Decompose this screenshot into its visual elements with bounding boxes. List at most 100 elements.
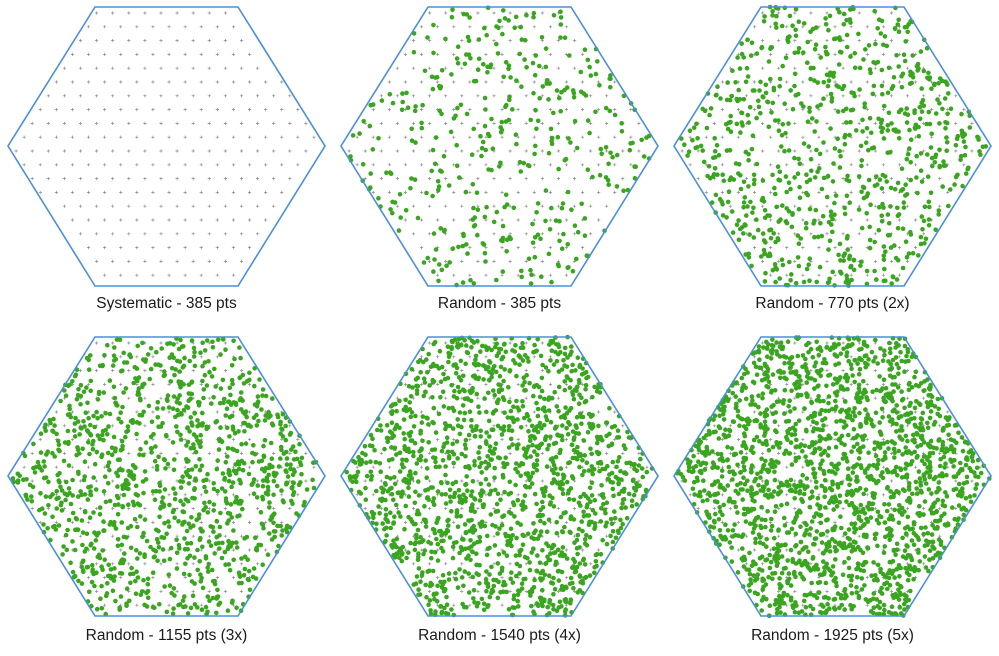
random-point [518, 547, 524, 553]
random-point [495, 51, 501, 56]
random-point [546, 251, 552, 257]
random-point [582, 453, 588, 458]
random-point [528, 267, 533, 273]
random-point [746, 251, 751, 257]
systematic-point [468, 135, 472, 139]
random-point [178, 432, 183, 438]
random-point [223, 413, 228, 418]
random-point [629, 498, 635, 503]
random-point [229, 378, 235, 383]
random-point [446, 571, 452, 576]
systematic-point [833, 80, 837, 84]
random-point [136, 375, 142, 380]
random-point [768, 76, 773, 82]
random-point [815, 169, 820, 174]
random-point [368, 459, 373, 464]
random-point [357, 131, 362, 136]
systematic-point [111, 562, 115, 566]
random-point [137, 452, 142, 457]
systematic-point [119, 382, 123, 386]
systematic-point [428, 121, 432, 125]
random-point [482, 123, 488, 129]
random-point [562, 379, 567, 384]
systematic-point [395, 177, 399, 181]
random-point [826, 27, 831, 33]
random-point [141, 577, 146, 583]
systematic-point [688, 163, 692, 167]
random-point [209, 401, 214, 406]
random-point [614, 184, 620, 189]
random-point [113, 449, 118, 454]
random-point [453, 570, 458, 576]
random-point [921, 218, 927, 224]
random-point [438, 395, 443, 400]
systematic-point [95, 66, 99, 70]
random-point [608, 76, 613, 82]
random-point [439, 111, 444, 117]
random-point [471, 205, 476, 211]
random-point [892, 243, 897, 248]
random-point [88, 422, 93, 428]
random-point [257, 377, 262, 382]
random-point [841, 11, 847, 17]
systematic-point [540, 341, 544, 345]
random-point [431, 269, 436, 274]
random-point [92, 461, 98, 467]
systematic-point [500, 190, 504, 194]
systematic-point [793, 11, 797, 15]
systematic-point [159, 562, 163, 566]
random-point [762, 215, 768, 221]
random-point [859, 225, 865, 231]
random-point [904, 120, 910, 125]
systematic-point [127, 396, 131, 400]
random-point [162, 520, 167, 526]
random-point [72, 434, 78, 439]
random-point [105, 581, 110, 586]
systematic-point [119, 190, 123, 194]
random-point [135, 493, 141, 498]
systematic-point [264, 108, 268, 112]
random-point [70, 379, 75, 384]
random-point [494, 501, 500, 507]
systematic-point [516, 438, 520, 442]
random-point [485, 131, 491, 137]
random-point [261, 525, 266, 531]
random-point [436, 411, 442, 417]
systematic-point [62, 149, 66, 153]
systematic-point [785, 52, 789, 56]
random-point [181, 407, 187, 413]
random-point [197, 467, 203, 473]
random-point [599, 151, 604, 157]
random-point [706, 164, 712, 169]
random-point [619, 477, 624, 482]
random-point [43, 422, 48, 428]
systematic-point [637, 121, 641, 125]
random-point [639, 466, 645, 471]
random-point [476, 572, 481, 578]
systematic-point [444, 507, 448, 511]
random-point [708, 106, 714, 111]
random-point [72, 421, 78, 426]
random-point [532, 449, 537, 454]
random-point [178, 498, 183, 504]
random-point [774, 13, 779, 19]
random-point [539, 375, 545, 381]
random-point [457, 175, 462, 180]
random-point [76, 578, 81, 584]
random-point [175, 358, 180, 364]
random-point [168, 379, 173, 384]
systematic-point [444, 177, 448, 181]
systematic-point [62, 204, 66, 208]
systematic-point [954, 121, 958, 125]
random-point [397, 425, 402, 431]
random-point [908, 160, 913, 165]
systematic-point [95, 341, 99, 345]
random-point [52, 423, 57, 428]
random-point [409, 367, 415, 372]
random-point [725, 80, 730, 85]
random-point [844, 120, 849, 125]
systematic-point [769, 190, 773, 194]
random-point [279, 447, 284, 453]
random-point [128, 523, 134, 529]
random-point [200, 410, 205, 416]
